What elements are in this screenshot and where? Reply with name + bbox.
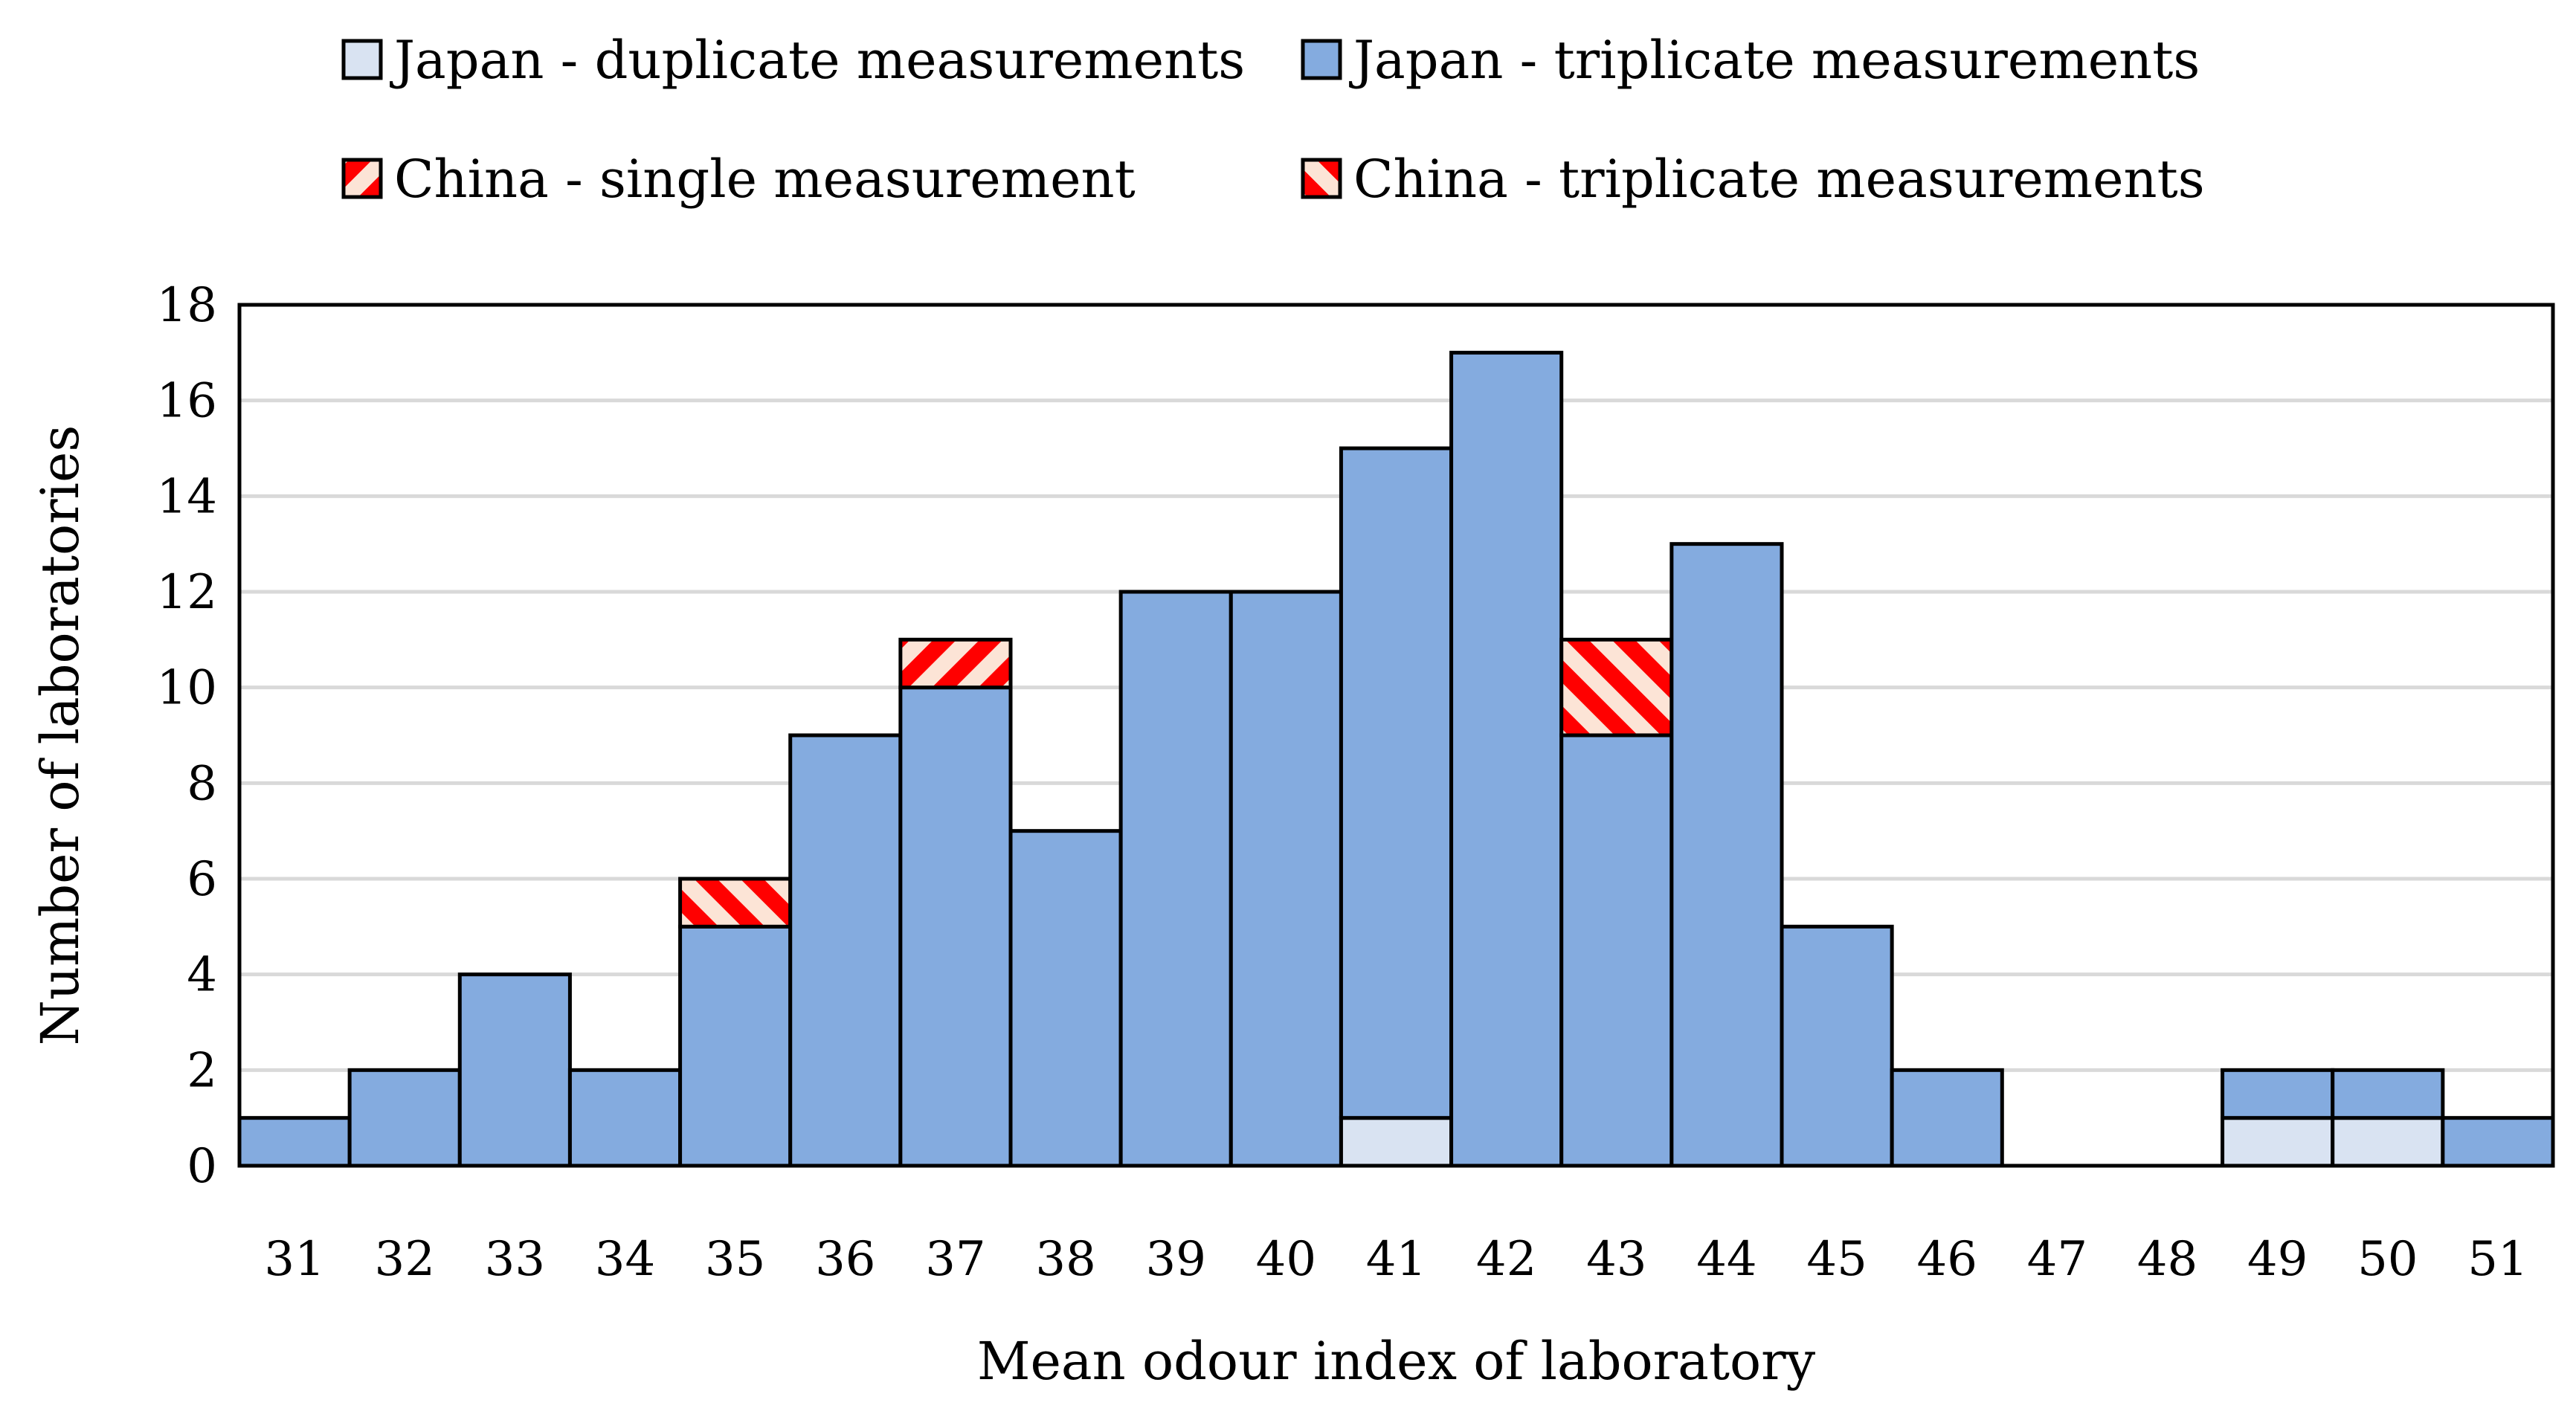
x-tick-label: 31	[264, 1232, 324, 1287]
y-tick-label: 6	[187, 852, 217, 907]
y-tick-label: 2	[187, 1043, 217, 1098]
y-tick-label: 4	[187, 948, 217, 1003]
y-axis-title: Number of laboratories	[30, 425, 91, 1046]
bar-segment-32-series-2	[347, 1068, 462, 1168]
x-tick-label: 32	[374, 1232, 434, 1287]
x-tick-label: 44	[1696, 1232, 1756, 1287]
bar-segment-39-series-2	[1118, 590, 1233, 1168]
bar-segment-50-series-2	[2331, 1068, 2445, 1120]
y-tick-label: 14	[157, 469, 217, 524]
bar-segment-41-series-1	[1339, 1116, 1454, 1168]
bar-segment-45-series-2	[1780, 924, 1894, 1168]
x-axis-ticks: 31 32 33 34 35 36 37 38 39 40 41 42 43 44 45 46 47 48 49 50…	[264, 1232, 2528, 1287]
legend-swatch	[1301, 39, 1342, 80]
bar-segment-41-series-2	[1339, 446, 1454, 1120]
y-tick-label: 0	[187, 1139, 217, 1194]
legend-label: Japan - triplicate measurements	[1349, 30, 2200, 91]
bar-segment-37-series-2	[898, 685, 1013, 1168]
x-tick-label: 49	[2247, 1232, 2308, 1287]
x-tick-label: 45	[1806, 1232, 1867, 1287]
y-tick-label: 10	[157, 661, 217, 716]
bar-segment-40-series-2	[1229, 590, 1343, 1168]
x-tick-label: 42	[1476, 1232, 1536, 1287]
x-tick-label: 40	[1256, 1232, 1316, 1287]
y-tick-label: 8	[187, 756, 217, 811]
x-tick-label: 47	[2027, 1232, 2087, 1287]
x-tick-label: 37	[925, 1232, 985, 1287]
bar-segment-36-series-2	[788, 733, 903, 1168]
x-tick-label: 50	[2357, 1232, 2418, 1287]
legend: Japan - duplicate measurements Japan - tr…	[341, 30, 2205, 210]
legend-label: China - single measurement	[394, 149, 1136, 210]
legend-item-2: Japan - triplicate measurements	[1301, 30, 2200, 91]
x-tick-label: 34	[595, 1232, 655, 1287]
x-tick-label: 36	[815, 1232, 875, 1287]
x-tick-label: 35	[705, 1232, 765, 1287]
y-tick-label: 18	[157, 278, 217, 333]
bar-segment-38-series-2	[1008, 829, 1123, 1168]
x-tick-label: 48	[2137, 1232, 2197, 1287]
x-tick-label: 33	[485, 1232, 545, 1287]
bar-segment-44-series-2	[1669, 542, 1784, 1168]
plot-area-frame	[237, 303, 2555, 1168]
bar-segment-43-series-4	[1559, 637, 1674, 738]
x-tick-label: 38	[1035, 1232, 1095, 1287]
bar-segment-50-series-1	[2331, 1116, 2445, 1168]
x-axis-title: Mean odour index of laboratory	[977, 1331, 1816, 1392]
bar-segment-49-series-2	[2221, 1068, 2335, 1120]
legend-swatch	[341, 39, 383, 80]
x-tick-label: 46	[1916, 1232, 1977, 1287]
y-tick-label: 16	[157, 374, 217, 429]
legend-item-4: China - triplicate measurements	[1301, 149, 2205, 210]
bar-segment-49-series-1	[2221, 1116, 2335, 1168]
bar-segment-42-series-2	[1449, 350, 1564, 1168]
bar-segment-34-series-2	[567, 1068, 683, 1168]
legend-label: Japan - duplicate measurements	[390, 30, 1245, 91]
x-tick-label: 43	[1586, 1232, 1646, 1287]
bar-segment-51-series-2	[2441, 1116, 2555, 1168]
legend-item-1: Japan - duplicate measurements	[341, 30, 1245, 91]
bar-segment-35-series-2	[678, 924, 793, 1168]
x-tick-label: 51	[2467, 1232, 2528, 1287]
bar-segment-37-series-3	[898, 637, 1013, 690]
x-tick-label: 41	[1366, 1232, 1426, 1287]
y-tick-label: 12	[157, 565, 217, 620]
y-axis-ticks: 0 2 4 6 8 10 12 14 16 18	[157, 278, 217, 1194]
bar-segment-35-series-4	[678, 877, 793, 929]
legend-label: China - triplicate measurements	[1353, 149, 2205, 210]
bar-segment-46-series-2	[1890, 1068, 2004, 1168]
legend-swatch	[1301, 158, 1342, 199]
bars	[237, 350, 2555, 1168]
bar-segment-33-series-2	[457, 972, 572, 1168]
bar-segment-43-series-2	[1559, 733, 1674, 1168]
bar-segment-31-series-2	[237, 1116, 352, 1168]
legend-item-3: China - single measurement	[341, 149, 1136, 210]
x-tick-label: 39	[1145, 1232, 1205, 1287]
legend-swatch	[341, 158, 383, 199]
